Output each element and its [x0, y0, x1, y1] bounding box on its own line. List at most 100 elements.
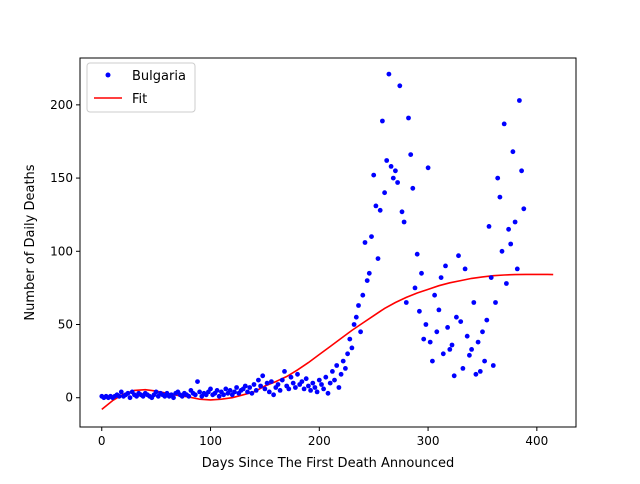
data-point: [395, 180, 400, 185]
data-point: [227, 388, 233, 393]
data-point: [314, 389, 320, 395]
legend-marker-bulgaria: [105, 72, 111, 78]
data-point: [266, 389, 272, 395]
data-point: [308, 388, 313, 393]
data-point: [256, 377, 261, 383]
data-point: [340, 358, 346, 364]
data-point: [310, 380, 316, 386]
data-point: [319, 382, 324, 387]
data-point: [419, 270, 424, 276]
data-point: [364, 278, 370, 283]
data-point: [386, 71, 392, 77]
legend-box: [86, 62, 196, 113]
legend: Bulgaria Fit: [86, 62, 196, 113]
data-point: [388, 164, 394, 169]
data-point: [497, 194, 503, 200]
data-point: [408, 152, 414, 158]
data-point: [508, 241, 514, 247]
data-point: [390, 175, 396, 181]
data-point: [232, 389, 237, 395]
data-point: [425, 165, 431, 171]
data-point: [116, 393, 122, 399]
data-point: [197, 389, 203, 395]
data-point: [517, 98, 522, 103]
data-point: [449, 342, 455, 348]
y-tick-label: 150: [50, 171, 73, 185]
data-point: [488, 275, 494, 280]
data-point: [312, 385, 318, 390]
data-point: [301, 386, 307, 392]
data-point: [506, 226, 511, 232]
data-point: [369, 234, 374, 240]
data-point: [412, 285, 418, 291]
data-point: [316, 377, 322, 383]
data-point: [234, 385, 240, 390]
data-point: [486, 224, 492, 229]
data-point: [286, 386, 292, 392]
data-point: [192, 392, 198, 398]
data-point: [380, 118, 385, 124]
data-point: [186, 393, 192, 399]
x-tick-label: 300: [417, 434, 440, 448]
data-point: [269, 379, 274, 384]
data-point: [504, 281, 509, 286]
data-point: [247, 385, 253, 390]
y-axis: 0 50 100 150 200: [50, 98, 80, 405]
data-point: [427, 339, 433, 345]
data-point: [458, 319, 464, 324]
data-point: [514, 266, 520, 272]
data-point: [290, 380, 296, 386]
data-point: [454, 314, 459, 320]
data-point: [445, 325, 450, 330]
data-point: [242, 383, 248, 389]
data-point: [414, 251, 420, 257]
data-point: [423, 322, 429, 327]
data-point: [349, 345, 355, 351]
legend-label-bulgaria: Bulgaria: [132, 69, 186, 84]
data-point: [519, 168, 524, 174]
data-point: [279, 377, 285, 383]
data-point: [221, 392, 227, 398]
data-point: [399, 209, 405, 215]
y-tick-label: 100: [50, 244, 73, 258]
data-point: [421, 336, 427, 342]
data-point: [495, 175, 501, 181]
data-point: [360, 292, 366, 298]
data-point: [460, 366, 466, 371]
data-point: [303, 376, 309, 382]
plot-area-frame: [79, 57, 577, 428]
data-point: [251, 382, 257, 387]
data-point: [447, 347, 453, 352]
data-point: [347, 336, 353, 342]
data-point: [332, 377, 337, 383]
data-point: [430, 358, 435, 364]
data-point: [366, 270, 372, 276]
data-point: [338, 371, 344, 377]
data-point: [258, 383, 263, 389]
data-point: [438, 275, 444, 280]
data-point: [282, 369, 287, 374]
data-point: [521, 206, 527, 212]
data-point: [275, 382, 281, 387]
x-tick-label: 400: [525, 434, 548, 448]
data-point: [377, 207, 383, 213]
data-point: [343, 366, 348, 371]
y-tick-label: 200: [50, 98, 73, 112]
bulgaria-series: [99, 71, 527, 401]
data-point: [262, 386, 268, 392]
data-point: [330, 369, 335, 374]
data-point: [127, 395, 133, 401]
data-point: [171, 395, 176, 401]
data-point: [323, 374, 329, 380]
data-point: [271, 392, 276, 398]
data-point: [118, 389, 124, 395]
data-point: [397, 83, 403, 89]
data-point: [436, 307, 442, 313]
data-point: [493, 300, 498, 305]
data-point: [393, 168, 398, 174]
data-point: [410, 185, 416, 191]
y-tick-label: 0: [65, 391, 73, 405]
x-tick-label: 200: [308, 434, 331, 448]
data-point: [353, 314, 359, 320]
